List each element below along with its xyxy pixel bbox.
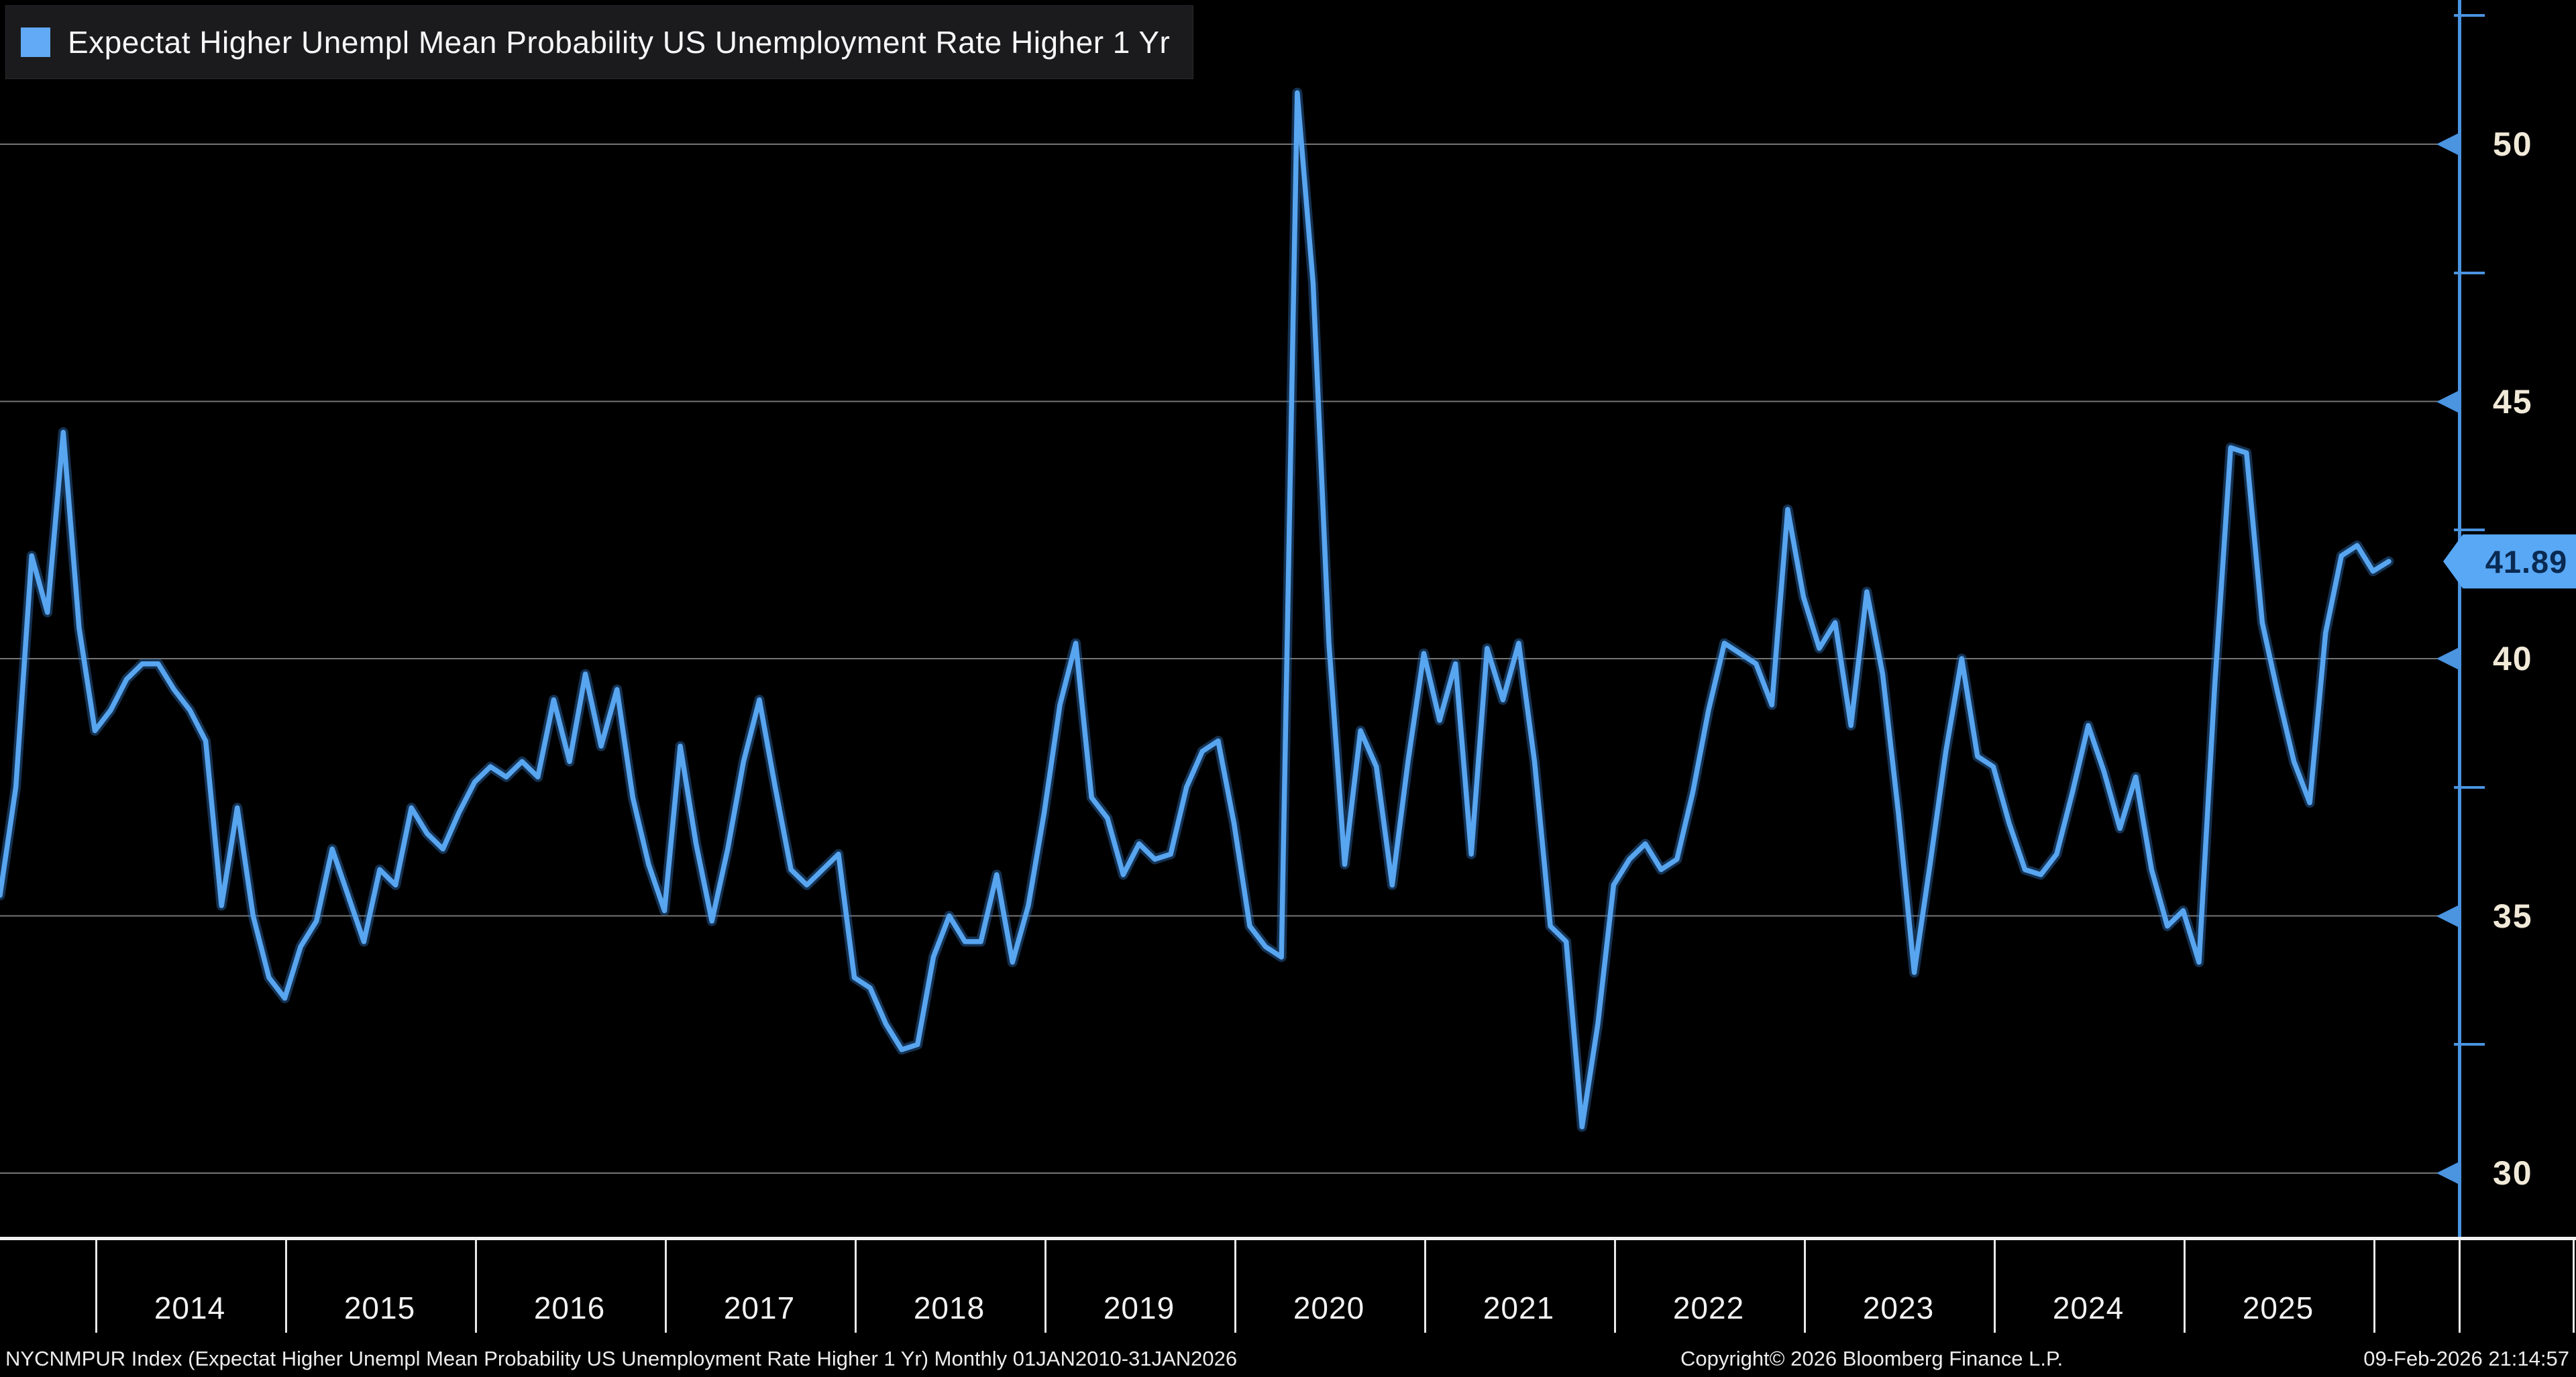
y-tick-arrow-icon (2436, 1162, 2459, 1185)
y-minor-tick (2454, 1043, 2485, 1046)
x-axis-separator (2373, 1240, 2375, 1333)
y-minor-tick (2454, 14, 2485, 17)
x-axis-separator (95, 1240, 97, 1333)
legend[interactable]: Expectat Higher Unempl Mean Probability … (5, 5, 1194, 79)
x-axis-separator (1044, 1240, 1046, 1333)
x-year-label: 2023 (1862, 1290, 1935, 1325)
footer-timestamp: 09-Feb-2026 21:14:57 (2363, 1347, 2569, 1370)
x-axis-separator (2459, 1240, 2461, 1333)
x-axis-separator (474, 1240, 477, 1333)
y-tick-label: 50 (2493, 125, 2533, 163)
last-price-value: 41.89 (2485, 543, 2568, 580)
y-tick-label: 35 (2493, 897, 2533, 935)
x-axis-separator (1803, 1240, 1806, 1333)
last-price-callout[interactable]: 41.89 (2443, 534, 2576, 589)
y-minor-tick (2454, 529, 2485, 532)
plot-area[interactable]: Expectat Higher Unempl Mean Probability … (0, 0, 2461, 1238)
y-tick-arrow-icon (2436, 904, 2459, 928)
series-line[interactable] (0, 87, 2394, 1132)
y-tick-label: 30 (2493, 1154, 2533, 1192)
y-tick-label: 40 (2493, 640, 2533, 677)
x-year-label: 2019 (1103, 1290, 1175, 1325)
x-year-label: 2021 (1483, 1290, 1555, 1325)
y-axis[interactable]: 30 35 40 45 50 41.89 (2436, 0, 2576, 1238)
footer: NYCNMPUR Index (Expectat Higher Unempl M… (0, 1340, 2576, 1377)
x-year-label: 2020 (1293, 1290, 1365, 1325)
x-year-label: 2025 (2242, 1290, 2314, 1325)
y-minor-tick (2454, 785, 2485, 789)
y-minor-tick (2454, 271, 2485, 274)
y-tick-arrow-icon (2436, 133, 2459, 156)
x-axis-separator (664, 1240, 667, 1333)
x-year-label: 2016 (533, 1290, 606, 1325)
y-tick-arrow-icon (2436, 647, 2459, 670)
x-axis-separator (1424, 1240, 1426, 1333)
x-year-label: 2018 (913, 1290, 985, 1325)
x-year-label: 2024 (2052, 1290, 2125, 1325)
x-axis-separator (2573, 1240, 2575, 1333)
series-line[interactable] (0, 90, 2392, 1130)
y-axis-line (2458, 0, 2461, 1238)
x-axis-separator (284, 1240, 287, 1333)
y-tick-label: 45 (2493, 382, 2533, 421)
footer-description: NYCNMPUR Index (Expectat Higher Unempl M… (5, 1347, 1238, 1370)
x-axis-separator (1993, 1240, 1996, 1333)
price-line-chart[interactable] (0, 0, 2461, 1238)
series-swatch-icon (21, 27, 50, 57)
legend-label: Expectat Higher Unempl Mean Probability … (68, 25, 1171, 60)
footer-copyright: Copyright© 2026 Bloomberg Finance L.P. (1680, 1347, 2063, 1370)
y-tick-arrow-icon (2436, 390, 2459, 413)
x-year-label: 2017 (723, 1290, 796, 1325)
x-axis-separator (2183, 1240, 2186, 1333)
x-axis-separator (1234, 1240, 1236, 1333)
x-year-label: 2015 (343, 1290, 416, 1325)
x-axis-separator (854, 1240, 857, 1333)
x-axis-separator (1613, 1240, 1616, 1333)
x-year-label: 2022 (1672, 1290, 1745, 1325)
x-year-label: 2014 (154, 1290, 226, 1325)
